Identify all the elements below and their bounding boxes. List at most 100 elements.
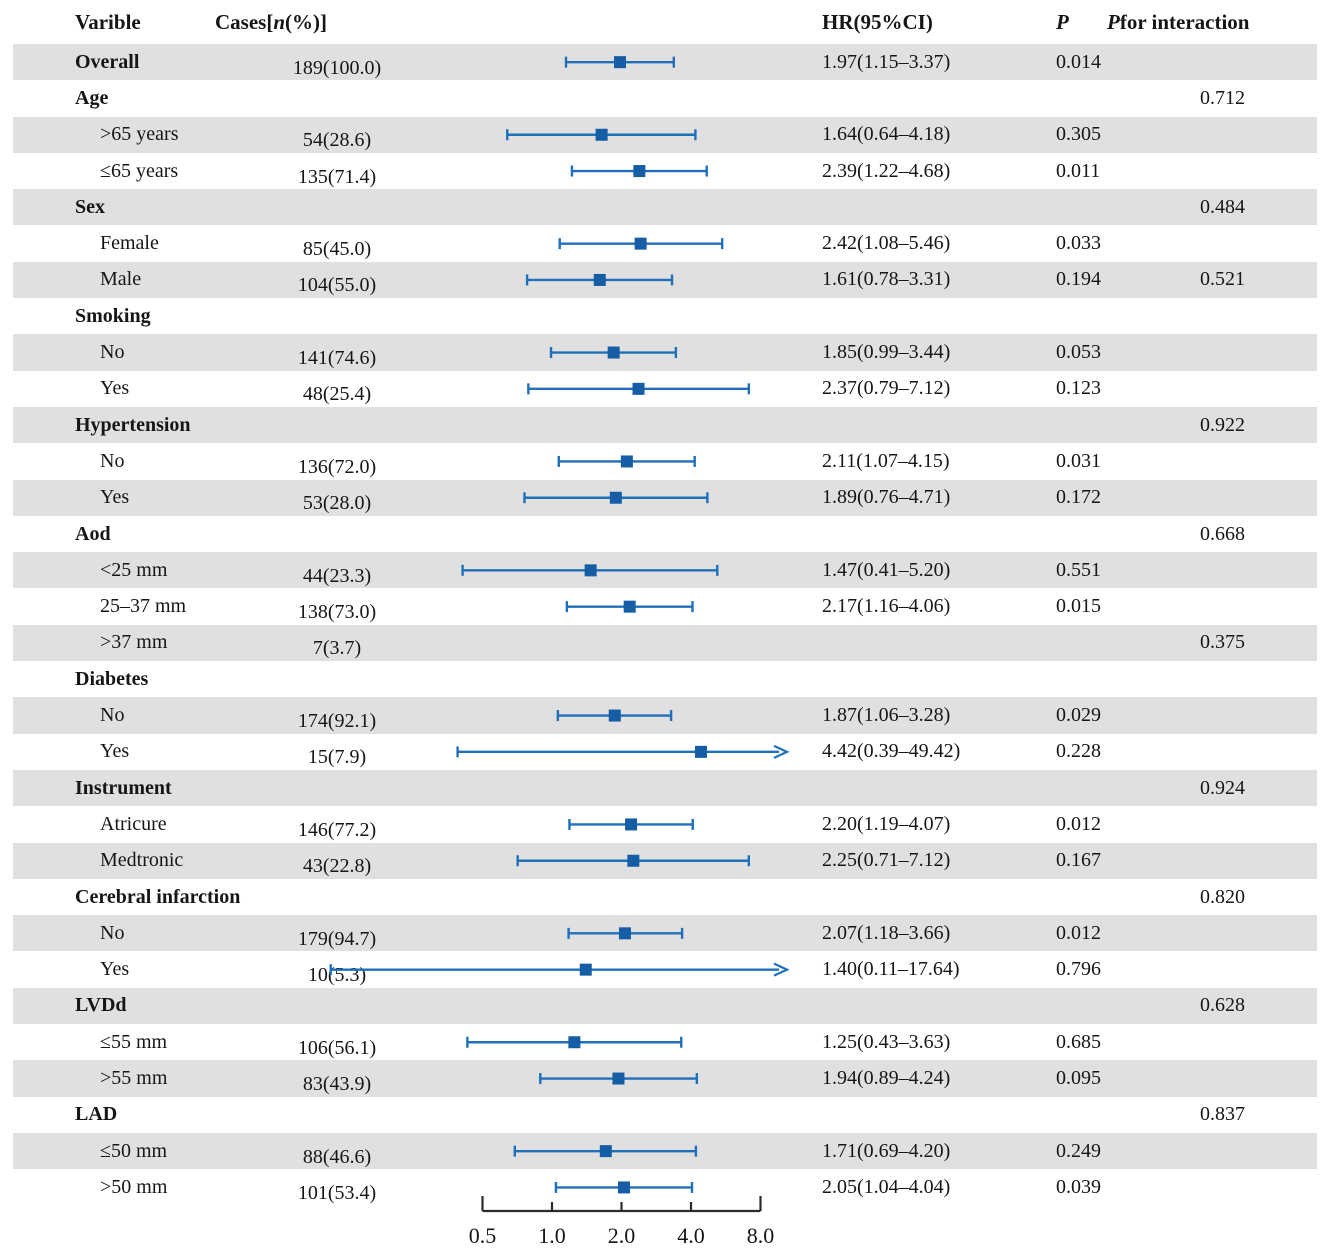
column-header-p: P <box>1056 9 1069 34</box>
row-label: <25 mm <box>100 558 168 581</box>
column-header-cases: Cases[n (%)] <box>215 0 327 44</box>
row-cases: 141(74.6) <box>297 347 377 370</box>
row-cases: 83(43.9) <box>302 1073 372 1096</box>
row-cases: 146(77.2) <box>297 818 377 841</box>
table-row: Diabetes <box>13 661 1317 697</box>
row-cases: 88(46.6) <box>302 1145 372 1168</box>
row-hr-ci: 2.42(1.08–5.46) <box>822 232 951 255</box>
row-label: Hypertension <box>75 413 191 436</box>
row-p-interaction: 0.484 <box>1200 195 1245 218</box>
table-row: Male 104(55.0) 1.61(0.78–3.31) 0.194 0.521 <box>13 261 1317 299</box>
p-interaction-header-rest: for interaction <box>1119 9 1250 34</box>
row-label: Yes <box>100 377 130 400</box>
row-label: Medtronic <box>100 849 184 872</box>
table-row: Overall 189(100.0) 1.97(1.15–3.37) 0.014 <box>13 44 1317 81</box>
row-hr-ci: 1.64(0.64–4.18) <box>822 123 951 146</box>
table-row: Instrument 0.924 <box>13 770 1317 807</box>
column-header-hr-ci: HR(95%CI) <box>822 9 933 34</box>
table-row: Hypertension 0.922 <box>13 407 1317 444</box>
row-p-interaction: 0.837 <box>1200 1103 1245 1126</box>
column-header-variable: Varible <box>75 9 141 34</box>
row-p-value: 0.228 <box>1056 740 1101 763</box>
row-label: >55 mm <box>100 1067 168 1090</box>
table-row: No 136(72.0) 2.11(1.07–4.15) 0.031 <box>13 443 1317 479</box>
row-label: Diabetes <box>75 667 149 690</box>
row-cases: 104(55.0) <box>297 274 377 297</box>
row-cases: 44(23.3) <box>302 564 372 587</box>
column-header-p-interaction: P for interaction <box>1107 0 1250 44</box>
row-hr-ci: 1.87(1.06–3.28) <box>822 704 951 727</box>
row-hr-ci: 1.61(0.78–3.31) <box>822 268 951 291</box>
table-row: Yes 53(28.0) 1.89(0.76–4.71) 0.172 <box>13 479 1317 516</box>
row-p-value: 0.014 <box>1056 50 1101 73</box>
row-cases: 179(94.7) <box>297 927 377 950</box>
row-label: Male <box>100 268 142 291</box>
row-label: Yes <box>100 740 130 763</box>
row-p-interaction: 0.922 <box>1200 413 1245 436</box>
row-cases: 101(53.4) <box>297 1181 377 1204</box>
row-label: Atricure <box>100 812 167 835</box>
row-hr-ci: 2.05(1.04–4.04) <box>822 1175 951 1198</box>
row-label: Instrument <box>75 776 172 799</box>
row-cases: 43(22.8) <box>302 855 372 878</box>
row-p-interaction: 0.924 <box>1200 776 1245 799</box>
row-label: LVDd <box>75 994 127 1017</box>
table-row: No 174(92.1) 1.87(1.06–3.28) 0.029 <box>13 697 1317 734</box>
row-cases: 174(92.1) <box>297 710 377 733</box>
row-p-value: 0.305 <box>1056 123 1101 146</box>
table-row: Yes 10(5.3) 1.40(0.11–17.64) 0.796 <box>13 952 1317 988</box>
row-hr-ci: 2.07(1.18–3.66) <box>822 921 951 944</box>
row-label: >37 mm <box>100 631 168 654</box>
table-row: >55 mm 83(43.9) 1.94(0.89–4.24) 0.095 <box>13 1060 1317 1097</box>
row-p-value: 0.194 <box>1056 268 1101 291</box>
row-label: ≤50 mm <box>100 1139 168 1162</box>
row-p-value: 0.095 <box>1056 1067 1101 1090</box>
table-row: No 141(74.6) 1.85(0.99–3.44) 0.053 <box>13 334 1317 371</box>
row-label: Overall <box>75 50 140 73</box>
table-row: Yes 48(25.4) 2.37(0.79–7.12) 0.123 <box>13 371 1317 407</box>
row-label: >65 years <box>100 123 179 146</box>
row-label: Female <box>100 232 159 255</box>
row-cases: 136(72.0) <box>297 455 377 478</box>
p-interaction-header-p: P <box>1107 9 1120 34</box>
row-label: LAD <box>75 1103 118 1126</box>
table-row: Yes 15(7.9) 4.42(0.39–49.42) 0.228 <box>13 734 1317 770</box>
x-axis-tick-label: 0.5 <box>469 1223 497 1248</box>
row-hr-ci: 2.11(1.07–4.15) <box>822 449 950 472</box>
row-cases: 53(28.0) <box>302 492 372 515</box>
row-p-value: 0.031 <box>1056 449 1101 472</box>
row-p-value: 0.796 <box>1056 958 1101 981</box>
row-label: Age <box>75 86 109 109</box>
cases-header-prefix: Cases[ <box>215 9 274 34</box>
row-hr-ci: 2.39(1.22–4.68) <box>822 159 951 182</box>
x-axis-tick-label: 4.0 <box>677 1223 705 1248</box>
table-row: Female 85(45.0) 2.42(1.08–5.46) 0.033 <box>13 226 1317 262</box>
table-row: >50 mm 101(53.4) 2.05(1.04–4.04) 0.039 <box>13 1169 1317 1205</box>
row-p-value: 0.053 <box>1056 341 1101 364</box>
row-p-value: 0.039 <box>1056 1175 1101 1198</box>
row-cases: 7(3.7) <box>312 637 362 660</box>
x-axis-tick-label: 8.0 <box>747 1223 775 1248</box>
row-p-value: 0.172 <box>1056 486 1101 509</box>
row-label: No <box>100 704 125 727</box>
row-hr-ci: 2.25(0.71–7.12) <box>822 849 951 872</box>
row-hr-ci: 1.71(0.69–4.20) <box>822 1139 951 1162</box>
row-label: ≤55 mm <box>100 1030 168 1053</box>
row-cases: 15(7.9) <box>307 746 367 769</box>
table-row: Sex 0.484 <box>13 189 1317 226</box>
table-row: ≤65 years 135(71.4) 2.39(1.22–4.68) 0.011 <box>13 153 1317 189</box>
row-cases: 48(25.4) <box>302 383 372 406</box>
row-p-value: 0.123 <box>1056 377 1101 400</box>
row-p-value: 0.012 <box>1056 812 1101 835</box>
table-row: Smoking <box>13 298 1317 334</box>
row-label: Cerebral infarction <box>75 885 241 908</box>
table-row: Aod 0.668 <box>13 516 1317 552</box>
row-label: Yes <box>100 486 130 509</box>
row-p-interaction: 0.668 <box>1200 522 1245 545</box>
row-p-interaction: 0.628 <box>1200 994 1245 1017</box>
row-p-value: 0.012 <box>1056 921 1101 944</box>
row-label: No <box>100 449 125 472</box>
row-p-value: 0.685 <box>1056 1030 1101 1053</box>
table-row: >37 mm 7(3.7) 0.375 <box>13 624 1317 662</box>
table-row: 25–37 mm 138(73.0) 2.17(1.16–4.06) 0.015 <box>13 589 1317 625</box>
